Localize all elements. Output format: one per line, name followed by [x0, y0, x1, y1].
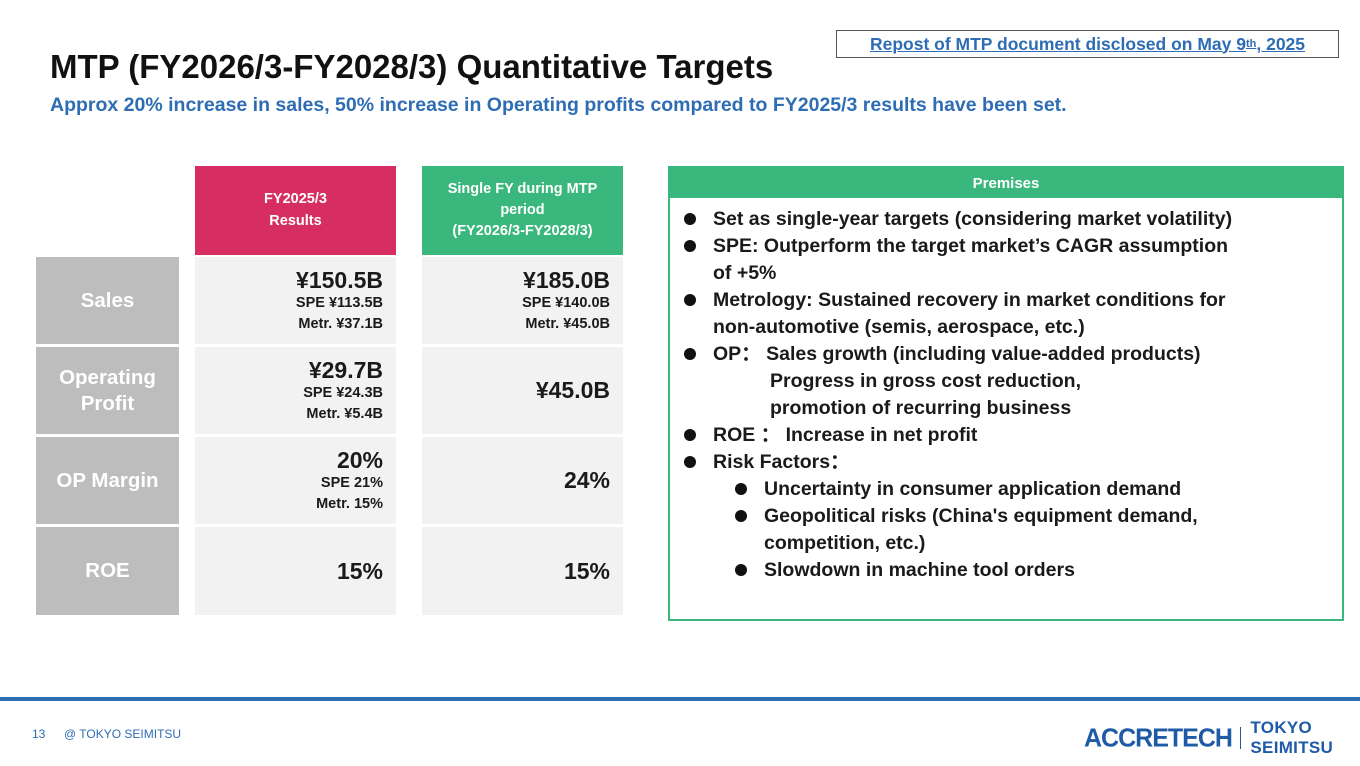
cell-sub-value: Metr. ¥5.4B [306, 405, 383, 422]
item-line: non-automotive (semis, aerospace, etc.) [713, 316, 1085, 338]
list-item: Risk Factors： [681, 449, 1332, 476]
cell-main-value: 20% [336, 446, 383, 473]
cell-sub-value: SPE ¥113.5B [295, 295, 383, 312]
premises-list: Set as single-year targets (considering … [670, 198, 1342, 584]
cell-main-value: ¥150.5B [296, 266, 383, 293]
item-line: of +5% [713, 262, 777, 284]
cell-main-value: 15% [336, 557, 383, 584]
logo-separator [1239, 727, 1242, 749]
page-subtitle: Approx 20% increase in sales, 50% increa… [50, 94, 1067, 116]
company-logo: ACCRETECH TOKYO SEIMITSU [1084, 718, 1360, 758]
bullet-icon [684, 213, 696, 225]
cell-sales-results: ¥150.5B SPE ¥113.5B Metr. ¥37.1B [195, 257, 396, 344]
bullet-icon [684, 429, 696, 441]
item-line: competition, etc.) [764, 532, 926, 554]
cell-roe-results: 15% [195, 527, 396, 615]
cell-op-results: ¥29.7B SPE ¥24.3B Metr. ¥5.4B [195, 347, 396, 434]
list-subitem: Uncertainty in consumer application dema… [681, 476, 1332, 503]
header-line: Results [269, 212, 322, 229]
item-line: Progress in gross cost reduction, [770, 370, 1081, 392]
page-number: 13 [32, 727, 46, 741]
bullet-icon [684, 294, 696, 306]
premises-header: Premises [670, 168, 1342, 198]
row-label-op-margin: OP Margin [36, 437, 179, 524]
cell-sales-mtp: ¥185.0B SPE ¥140.0B Metr. ¥45.0B [422, 257, 623, 344]
list-item: SPE: Outperform the target market’s CAGR… [681, 233, 1332, 287]
item-line: SPE: Outperform the target market’s CAGR… [713, 235, 1229, 257]
item-line: OP： Sales growth (including value-added … [713, 343, 1201, 365]
row-label-line: Profit [80, 391, 135, 415]
list-subitem: Geopolitical risks (China's equipment de… [681, 503, 1332, 557]
cell-main-value: 15% [563, 557, 610, 584]
row-label-line: Operating [59, 365, 156, 389]
cell-main-value: ¥185.0B [523, 266, 610, 293]
cell-roe-mtp: 15% [422, 527, 623, 615]
repost-text-end: , 2025 [1256, 33, 1306, 54]
row-label-sales: Sales [36, 257, 179, 344]
header-mtp-period: Single FY during MTP period (FY2026/3-FY… [422, 166, 623, 255]
logo-tokyo-seimitsu: TOKYO SEIMITSU [1250, 718, 1334, 757]
header-line: Single FY during MTP [447, 180, 598, 197]
row-label-roe: ROE [36, 527, 179, 615]
cell-sub-value: SPE 21% [320, 475, 383, 492]
header-fy2025-results: FY2025/3 Results [195, 166, 396, 255]
item-line: promotion of recurring business [770, 397, 1072, 419]
cell-sub-value: SPE ¥24.3B [303, 385, 383, 402]
list-item: Metrology: Sustained recovery in market … [681, 287, 1332, 341]
cell-sub-value: SPE ¥140.0B [522, 295, 610, 312]
item-line: Geopolitical risks (China's equipment de… [764, 505, 1198, 527]
item-line: Risk Factors： [713, 451, 850, 473]
repost-notice: Repost of MTP document disclosed on May … [836, 30, 1339, 58]
premises-box: Premises Set as single-year targets (con… [668, 166, 1344, 621]
item-line: Slowdown in machine tool orders [764, 559, 1075, 581]
repost-text: Repost of MTP document disclosed on May … [869, 33, 1246, 54]
copyright-text: @ TOKYO SEIMITSU [64, 727, 182, 741]
header-line: FY2025/3 [264, 191, 327, 208]
bullet-icon [684, 456, 696, 468]
item-line: Uncertainty in consumer application dema… [764, 478, 1182, 500]
item-line: ROE ： Increase in net profit [713, 424, 978, 446]
cell-sub-value: Metr. ¥45.0B [525, 315, 610, 332]
item-line: Set as single-year targets (considering … [713, 208, 1233, 230]
cell-main-value: ¥45.0B [535, 377, 610, 404]
cell-margin-results: 20% SPE 21% Metr. 15% [195, 437, 396, 524]
footer-divider [0, 697, 1360, 701]
bullet-icon [735, 483, 747, 495]
cell-sub-value: Metr. 15% [316, 495, 383, 512]
cell-sub-value: Metr. ¥37.1B [298, 315, 383, 332]
bullet-icon [735, 564, 747, 576]
cell-main-value: 24% [563, 467, 610, 494]
list-item: OP： Sales growth (including value-added … [681, 341, 1332, 422]
cell-margin-mtp: 24% [422, 437, 623, 524]
list-subitem: Slowdown in machine tool orders [681, 557, 1332, 584]
page-title: MTP (FY2026/3-FY2028/3) Quantitative Tar… [50, 48, 774, 85]
bullet-icon [735, 510, 747, 522]
list-item: ROE ： Increase in net profit [681, 422, 1332, 449]
row-label-operating-profit: Operating Profit [36, 347, 179, 434]
bullet-icon [684, 240, 696, 252]
cell-main-value: ¥29.7B [308, 356, 383, 383]
list-item: Set as single-year targets (considering … [681, 206, 1332, 233]
cell-op-mtp: ¥45.0B [422, 347, 623, 434]
logo-accretech: ACCRETECH [1084, 722, 1233, 753]
header-line: period [500, 201, 545, 218]
item-line: Metrology: Sustained recovery in market … [713, 289, 1226, 311]
header-line: (FY2026/3-FY2028/3) [452, 223, 593, 239]
bullet-icon [684, 348, 696, 360]
